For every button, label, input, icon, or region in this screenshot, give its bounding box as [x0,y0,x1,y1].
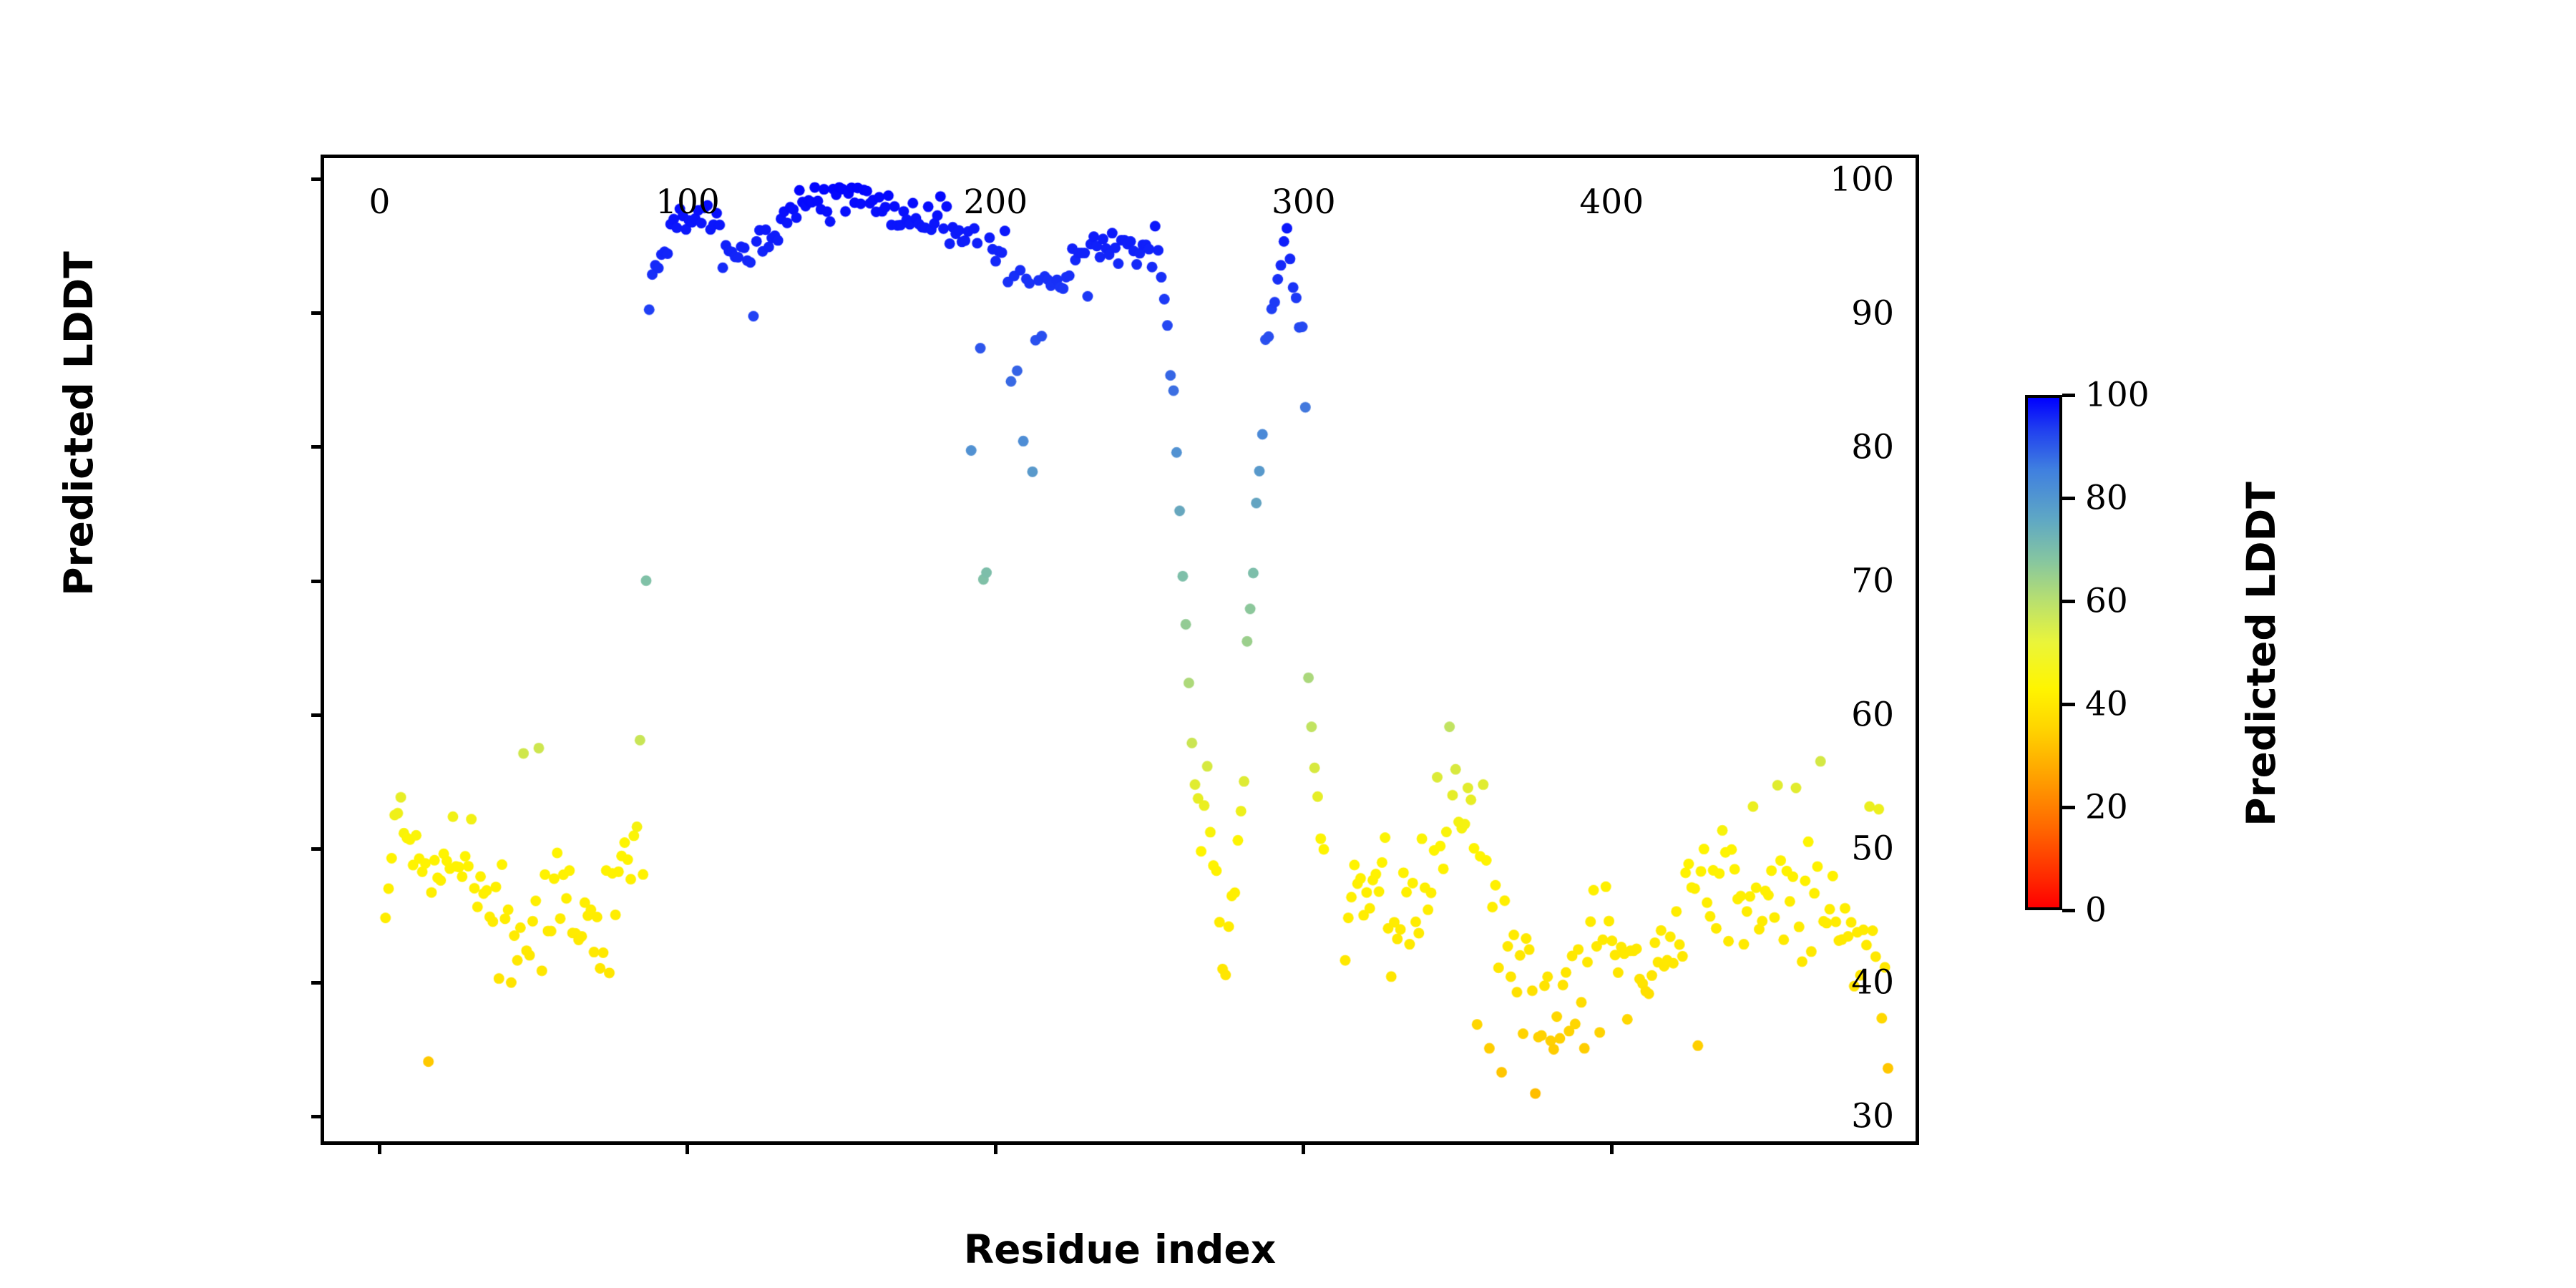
y-tick-mark [311,1114,324,1118]
colorbar-gradient [2025,395,2062,910]
x-axis-title: Residue index [963,1226,1277,1272]
y-tick-mark [311,713,324,717]
x-tick-mark [377,1141,381,1154]
y-tick-mark [311,177,324,182]
colorbar-title: Predicted LDDT [2238,482,2284,826]
y-tick-label: 30 [1851,1096,1894,1136]
x-tick-mark [1302,1141,1306,1154]
y-axis-title: Predicted LDDT [56,251,102,596]
colorbar-tick-label: 40 [2085,684,2128,724]
y-tick-label: 50 [1851,829,1894,869]
colorbar-tick-mark [2062,496,2075,500]
x-tick-label: 400 [1579,182,1644,222]
x-tick-label: 200 [963,182,1028,222]
colorbar-tick-mark [2062,702,2075,706]
colorbar-tick-mark [2062,805,2075,809]
y-tick-label: 100 [1830,160,1894,200]
y-tick-mark [311,579,324,583]
y-tick-label: 90 [1851,293,1894,333]
plot-area: 30 40 50 60 70 80 90 100 0 100 200 300 400 [311,155,1919,1154]
y-tick-mark [311,311,324,316]
x-tick-mark [1609,1141,1614,1154]
x-tick-label: 300 [1271,182,1336,222]
y-tick-mark [311,445,324,449]
x-tick-mark [686,1141,690,1154]
colorbar-tick-label: 100 [2085,375,2150,415]
colorbar-tick-label: 80 [2085,478,2128,518]
colorbar-tick-mark [2062,393,2075,397]
y-tick-label: 40 [1851,962,1894,1002]
y-tick-mark [311,847,324,851]
colorbar-tick-mark [2062,599,2075,603]
x-tick-mark [993,1141,997,1154]
colorbar-tick-mark [2062,908,2075,912]
colorbar: Predicted LDDT 0 20 40 60 80 100 [2025,376,2483,930]
y-tick-label: 60 [1851,695,1894,735]
y-tick-label: 70 [1851,561,1894,601]
x-tick-label: 100 [655,182,720,222]
x-tick-label: 0 [369,182,391,222]
y-tick-mark [311,980,324,985]
scatter-plot-canvas [324,158,1916,1141]
y-tick-label: 80 [1851,427,1894,467]
colorbar-tick-label: 60 [2085,581,2128,621]
colorbar-tick-label: 20 [2085,787,2128,827]
colorbar-tick-label: 0 [2085,890,2107,930]
